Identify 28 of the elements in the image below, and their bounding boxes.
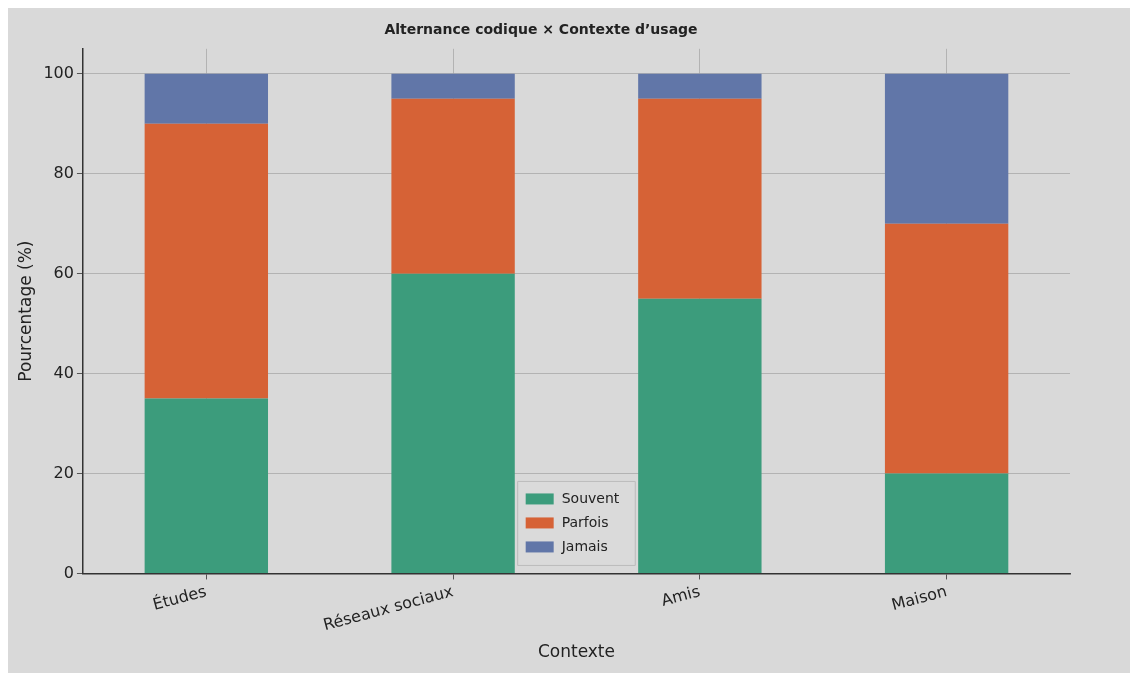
y-tick-label: 60 [53,262,74,282]
bar [638,73,762,99]
y-tick-label: 40 [53,362,74,382]
bar [144,73,269,124]
y-tick-label: 20 [53,462,74,482]
y-tick-label: 0 [63,562,74,582]
y-tick-label: 80 [53,162,74,182]
bar [391,98,515,274]
bar [144,398,269,574]
bar [638,98,762,299]
bar [884,223,1009,474]
bar [144,123,269,399]
x-tick-label: Amis [659,581,702,610]
bar [638,298,762,574]
legend-label: Souvent [561,490,620,507]
bar [391,273,515,574]
bar [391,73,515,99]
legend-label: Parfois [561,514,609,531]
bar [884,473,1009,574]
legend-label: Jamais [560,538,608,555]
y-axis-title: Pourcentage (%) [14,240,35,382]
x-tick-label: Études [150,581,209,614]
chart-title: Alternance codique × Contexte d’usage [384,21,698,38]
x-tick-label: Réseaux sociaux [321,581,456,635]
y-tick-label: 100 [43,62,74,82]
x-axis-title: Contexte [537,641,615,662]
x-tick-label: Maison [889,581,949,615]
bar [884,73,1009,224]
